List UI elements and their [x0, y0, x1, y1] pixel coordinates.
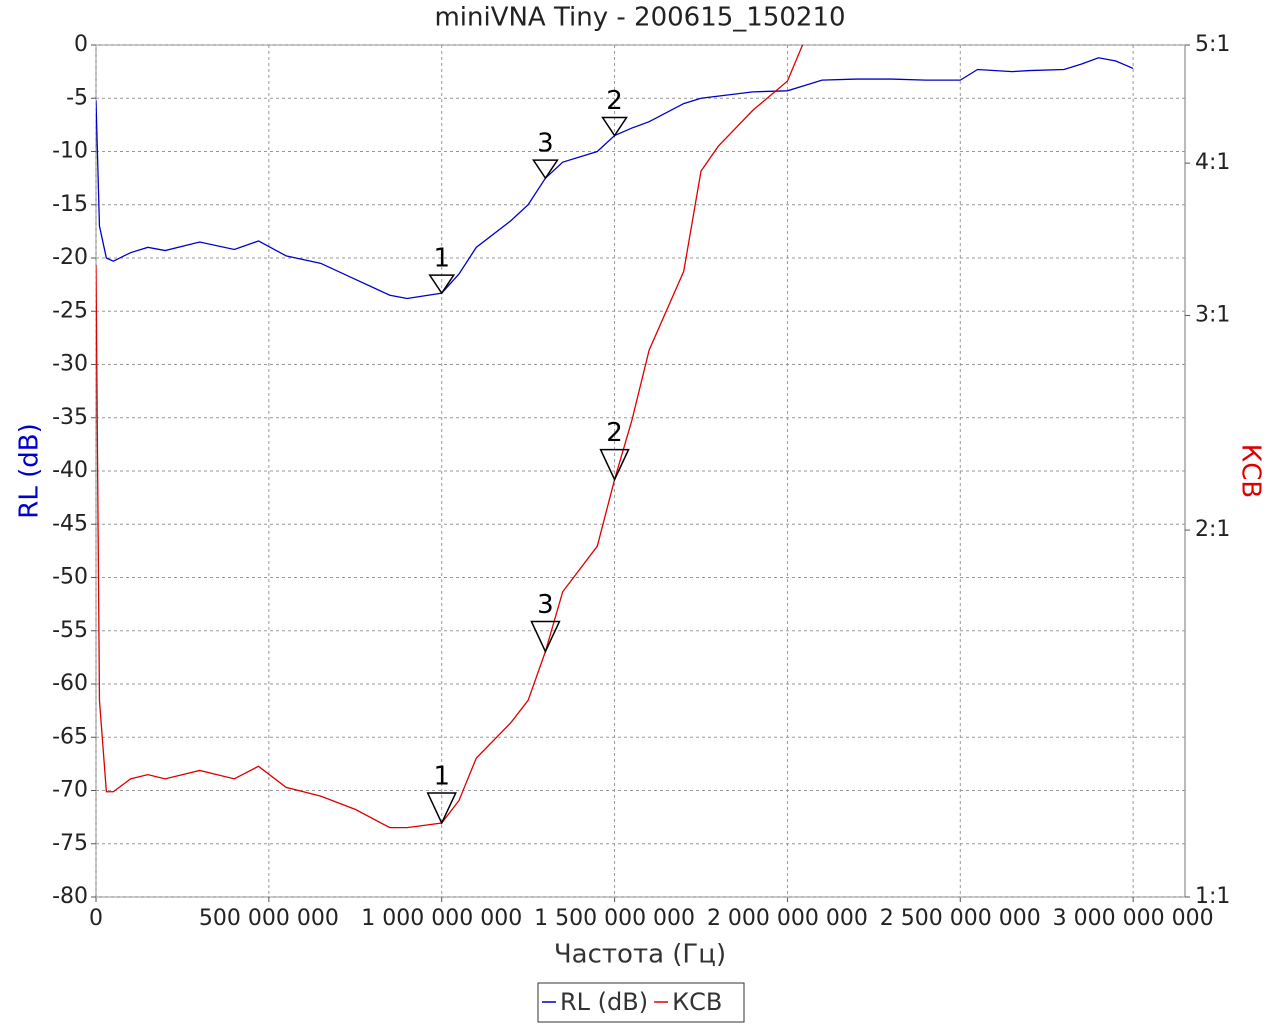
series-line — [96, 45, 804, 829]
x-tick-label: 2 000 000 000 — [707, 906, 868, 931]
marker — [530, 620, 561, 654]
x-tick-label: 3 000 000 000 — [1053, 906, 1214, 931]
x-tick-label: 500 000 000 — [199, 906, 339, 931]
chart-title: miniVNA Tiny - 200615_150210 — [434, 3, 845, 33]
marker — [599, 448, 630, 482]
y-tick-label: -20 — [52, 245, 88, 270]
y-tick-label: -50 — [52, 565, 88, 590]
plot-area — [96, 45, 1134, 829]
y-tick-label: -60 — [52, 671, 88, 696]
x-tick-label: 2 500 000 000 — [880, 906, 1041, 931]
y2-tick-label: 1:1 — [1195, 884, 1230, 909]
y-tick-label: -35 — [52, 405, 88, 430]
marker — [426, 792, 457, 825]
x-tick-label: 1 500 000 000 — [534, 906, 695, 931]
x-tick-label: 0 — [89, 906, 103, 931]
y-tick-label: -70 — [52, 778, 88, 803]
legend-box — [537, 982, 745, 1023]
y2-tick-label: 2:1 — [1195, 517, 1230, 542]
series-line — [96, 57, 1134, 300]
marker — [532, 159, 559, 180]
y-tick-label: -30 — [52, 352, 88, 377]
y-tick-label: -45 — [52, 511, 88, 536]
marker — [601, 116, 628, 137]
legend-label: КСВ — [672, 988, 722, 1016]
y2-axis-label: КСВ — [1236, 444, 1266, 498]
y-tick-label: -65 — [52, 724, 88, 749]
y2-tick-label: 3:1 — [1195, 302, 1230, 327]
marker-label: 2 — [606, 86, 623, 116]
y-axis-label: RL (dB) — [15, 423, 45, 518]
legend-label: RL (dB) — [560, 988, 648, 1016]
y-tick-label: 0 — [74, 32, 88, 57]
marker-label: 3 — [537, 590, 554, 620]
y-tick-label: -10 — [52, 139, 88, 164]
y2-tick-label: 5:1 — [1195, 32, 1230, 57]
marker-label: 1 — [433, 244, 450, 274]
x-axis-label: Частота (Гц) — [554, 940, 726, 970]
y-tick-label: -40 — [52, 458, 88, 483]
y-tick-label: -75 — [52, 831, 88, 856]
y2-tick-label: 4:1 — [1195, 150, 1230, 175]
marker-label: 1 — [433, 762, 450, 792]
marker — [428, 274, 456, 295]
marker-label: 2 — [606, 418, 623, 448]
y-tick-label: -5 — [66, 85, 88, 110]
y-tick-label: -80 — [52, 884, 88, 909]
y-tick-label: -55 — [52, 618, 88, 643]
x-tick-label: 1 000 000 000 — [361, 906, 522, 931]
marker-label: 3 — [537, 129, 554, 159]
y-tick-label: -15 — [52, 192, 88, 217]
y-tick-label: -25 — [52, 298, 88, 323]
